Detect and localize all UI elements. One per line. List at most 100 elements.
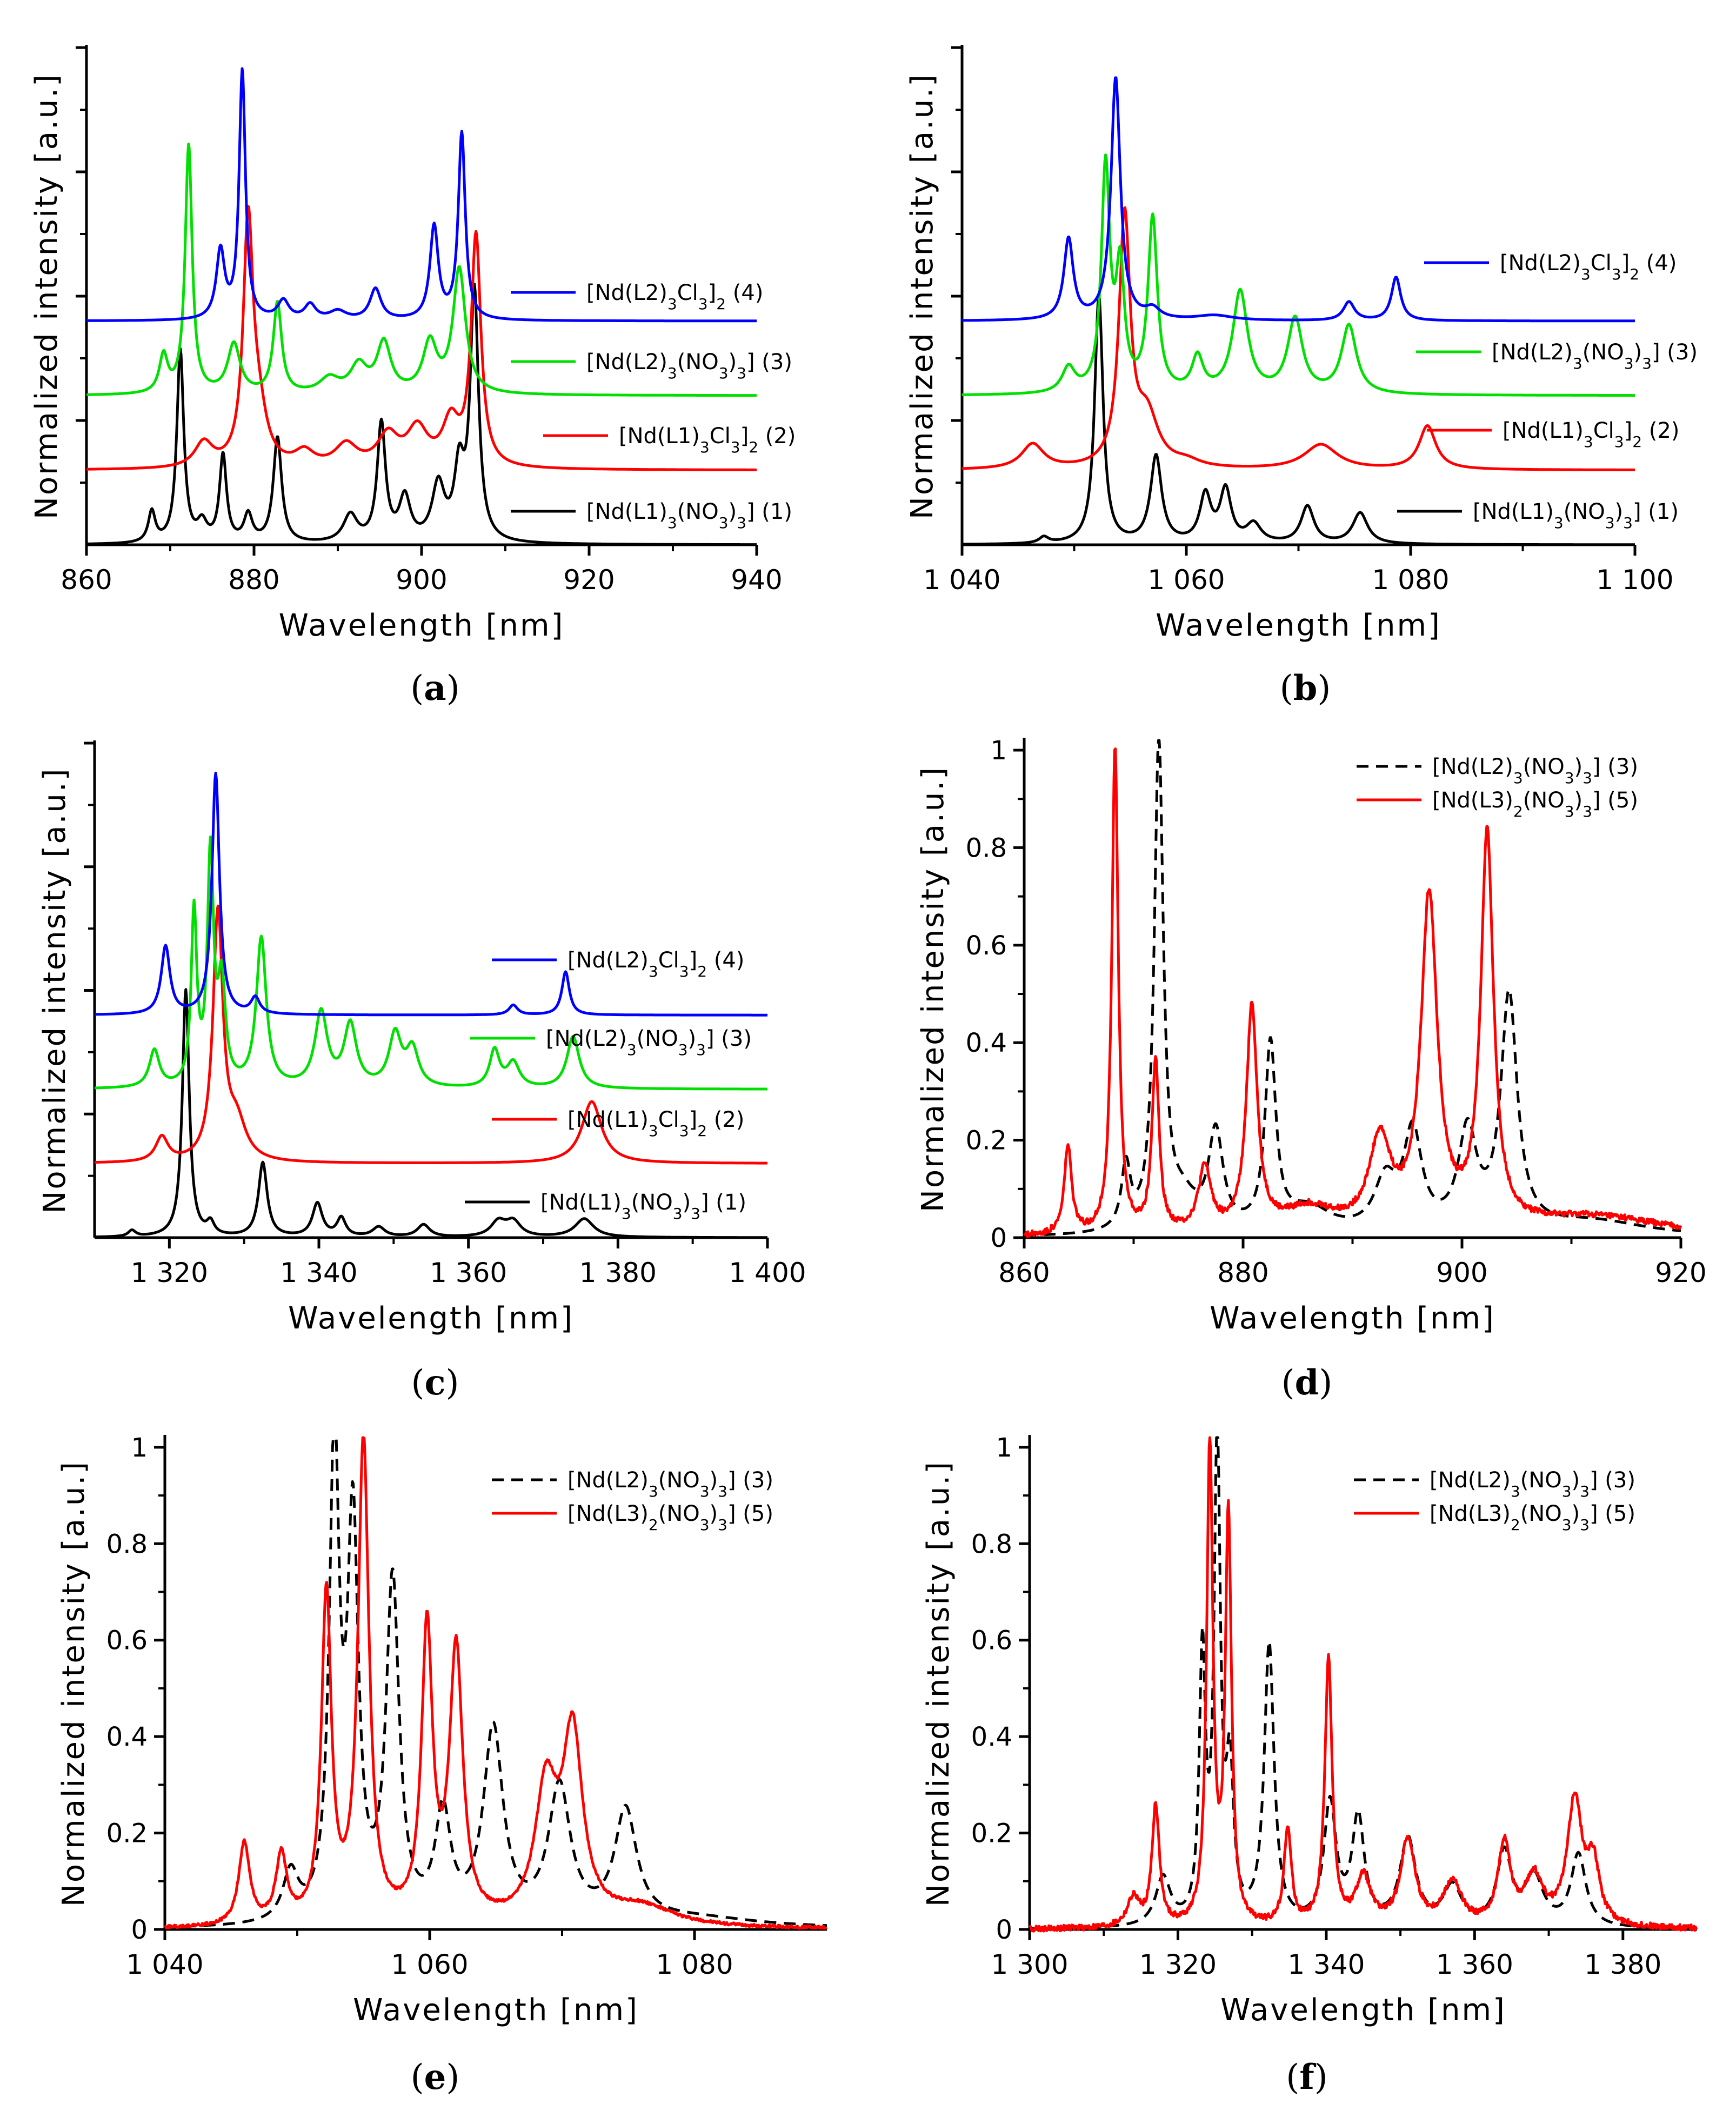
legend-label-s3: [Nd(L2)3(NO3)3] (3) <box>546 1026 752 1059</box>
x-tick-label: 1 040 <box>923 564 1000 596</box>
y-axis-label: Normalized intensity [a.u.] <box>29 73 64 519</box>
series-line-s2 <box>85 205 758 471</box>
x-tick-label: 860 <box>998 1257 1050 1288</box>
panel-caption: (e) <box>411 2057 460 2098</box>
series-line-s3 <box>961 153 1636 397</box>
y-tick-label: 0.4 <box>971 1722 1012 1752</box>
y-tick-label: 0.8 <box>971 1529 1012 1559</box>
chart-panel-b: 1 040 1 060 1 080 1 100 Wavelength [nm] Norma… <box>905 45 1698 709</box>
panel-caption: (c) <box>411 1362 459 1403</box>
x-tick-label: 940 <box>731 564 782 596</box>
x-tick-label: 1 360 <box>1436 1949 1513 1980</box>
legend-label-s2: [Nd(L1)3Cl3]2 (2) <box>619 424 796 456</box>
x-tick-label: 1 340 <box>1287 1949 1365 1980</box>
chart-panel-f: 1 300 1 320 1 340 1 360 1 380 0 0.2 0.4 0.6 0.8 1 W… <box>921 1433 1698 2098</box>
series-line-s3d <box>164 1436 828 1928</box>
panel-caption: (a) <box>410 668 459 709</box>
series-line-s1 <box>85 283 758 546</box>
chart-panel-a: 860 880 900 920 940 Wavelength [nm] Normalized… <box>29 45 796 709</box>
series-line-s1 <box>961 293 1636 546</box>
x-tick-label: 880 <box>1217 1257 1268 1288</box>
x-tick-label: 920 <box>563 564 615 596</box>
x-tick-label: 1 080 <box>656 1949 733 1980</box>
y-tick-label: 0.6 <box>971 1626 1012 1656</box>
series-line-s5 <box>1028 1436 1698 1933</box>
legend-label-s4: [Nd(L2)3Cl3]2 (4) <box>567 948 744 980</box>
x-axis-label: Wavelength [nm] <box>1210 1301 1495 1336</box>
legend-label-s1: [Nd(L1)3(NO3)3] (1) <box>586 499 792 532</box>
y-tick-label: 0 <box>131 1915 148 1945</box>
x-tick-label: 860 <box>61 564 112 596</box>
x-tick-label: 1 380 <box>1584 1949 1661 1980</box>
series-line-s4 <box>961 76 1636 323</box>
series-line-s4 <box>94 771 769 1017</box>
legend-label-s3d: [Nd(L2)3(NO3)3] (3) <box>567 1468 773 1500</box>
y-axis-label: Normalized intensity [a.u.] <box>37 767 72 1213</box>
y-tick-label: 0.2 <box>971 1819 1012 1849</box>
y-tick-label: 0 <box>990 1223 1007 1253</box>
x-tick-label: 1 300 <box>991 1949 1068 1980</box>
x-tick-label: 1 080 <box>1372 564 1449 596</box>
series-line-s2 <box>94 904 769 1165</box>
panel-caption: (d) <box>1281 1362 1333 1403</box>
y-tick-label: 0.4 <box>106 1722 148 1752</box>
y-tick-label: 0.2 <box>966 1126 1007 1156</box>
y-tick-label: 0.4 <box>966 1028 1007 1058</box>
x-axis-label: Wavelength [nm] <box>353 1993 639 2028</box>
y-axis-label: Normalized intensity [a.u.] <box>905 73 940 519</box>
series-line-s5 <box>164 1436 828 1930</box>
x-tick-label: 1 360 <box>430 1257 507 1288</box>
x-tick-label: 900 <box>1436 1257 1487 1288</box>
series-line-s1 <box>94 988 769 1239</box>
y-tick-label: 1 <box>990 736 1007 766</box>
y-axis-label: Normalized intensity [a.u.] <box>56 1460 91 1907</box>
legend-label-s4: [Nd(L2)3Cl3]2 (4) <box>1500 251 1677 283</box>
y-tick-label: 1 <box>131 1433 148 1463</box>
x-tick-label: 1 100 <box>1596 564 1673 596</box>
x-axis-label: Wavelength [nm] <box>279 608 565 643</box>
x-tick-label: 900 <box>396 564 447 596</box>
y-tick-label: 0.8 <box>966 833 1007 863</box>
x-tick-label: 1 060 <box>1147 564 1225 596</box>
x-tick-label: 1 400 <box>729 1257 806 1288</box>
chart-panel-e: 1 040 1 060 1 080 0 0.2 0.4 0.6 0.8 1 Wavelength … <box>56 1433 828 2098</box>
chart-panel-c: 1 320 1 340 1 360 1 380 1 400 Wavelength [nm]… <box>37 740 806 1403</box>
chart-panel-d: 860 880 900 920 0 0.2 0.4 0.6 0.8 1 Wavelength [nm… <box>916 736 1707 1403</box>
x-axis-label: Wavelength [nm] <box>1156 608 1441 643</box>
series-line-s3 <box>85 142 758 397</box>
x-axis-label: Wavelength [nm] <box>288 1301 574 1336</box>
series-line-s4 <box>85 67 758 323</box>
y-tick-label: 0.2 <box>106 1819 148 1849</box>
legend-label-s1: [Nd(L1)3(NO3)3] (1) <box>1473 499 1679 532</box>
y-tick-label: 1 <box>996 1433 1012 1463</box>
legend-label-s3d: [Nd(L2)3(NO3)3] (3) <box>1432 754 1638 787</box>
x-tick-label: 1 320 <box>1139 1949 1217 1980</box>
legend-label-s5: [Nd(L3)2(NO3)3] (5) <box>567 1501 773 1534</box>
legend-label-s5: [Nd(L3)2(NO3)3] (5) <box>1430 1501 1635 1534</box>
legend-label-s2: [Nd(L1)3Cl3]2 (2) <box>1503 418 1679 451</box>
x-tick-label: 1 320 <box>131 1257 208 1288</box>
panel-caption: (f) <box>1286 2057 1327 2098</box>
legend-label-s4: [Nd(L2)3Cl3]2 (4) <box>586 280 763 313</box>
y-tick-label: 0.6 <box>966 931 1007 961</box>
y-axis-label: Normalized intensity [a.u.] <box>916 766 951 1212</box>
legend-label-s3d: [Nd(L2)3(NO3)3] (3) <box>1430 1468 1635 1500</box>
x-tick-label: 1 040 <box>126 1949 203 1980</box>
y-tick-label: 0.8 <box>106 1529 148 1559</box>
series-line-s2 <box>961 206 1636 471</box>
legend-label-s5: [Nd(L3)2(NO3)3] (5) <box>1432 788 1638 820</box>
x-axis-label: Wavelength [nm] <box>1220 1993 1506 2028</box>
series-line-s5 <box>1023 747 1682 1238</box>
x-tick-label: 1 060 <box>391 1949 468 1980</box>
x-tick-label: 880 <box>228 564 279 596</box>
panel-caption: (b) <box>1280 668 1331 709</box>
x-tick-label: 920 <box>1655 1257 1706 1288</box>
legend-label-s2: [Nd(L1)3Cl3]2 (2) <box>567 1107 744 1140</box>
x-tick-label: 1 340 <box>280 1257 357 1288</box>
legend-label-s3: [Nd(L2)3(NO3)3] (3) <box>586 350 792 382</box>
legend-label-s1: [Nd(L1)3(NO3)3] (1) <box>540 1190 746 1223</box>
legend-label-s3: [Nd(L2)3(NO3)3] (3) <box>1492 340 1698 372</box>
x-tick-label: 1 380 <box>579 1257 657 1288</box>
y-tick-label: 0.6 <box>106 1626 148 1656</box>
